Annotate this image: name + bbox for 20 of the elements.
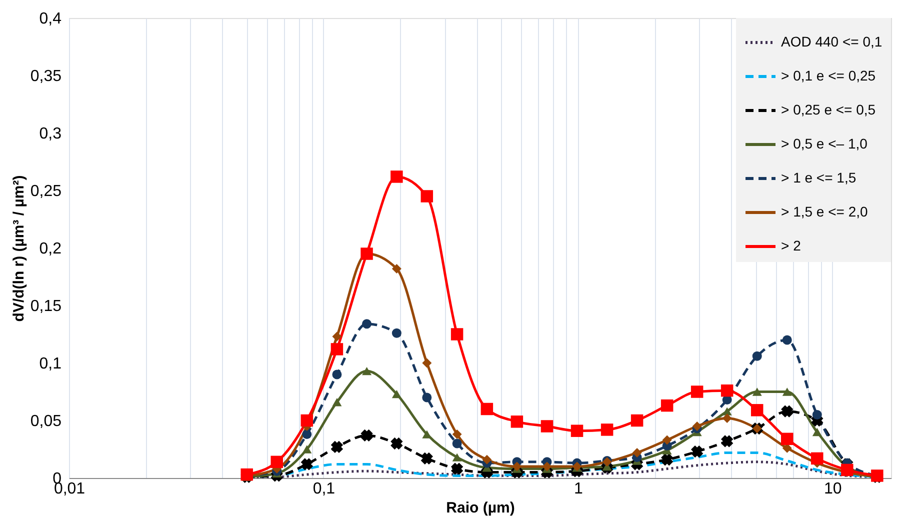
x-tick-label: 10	[824, 480, 842, 498]
y-tick-label: 0,35	[30, 68, 62, 85]
y-tick-label: 0,05	[30, 413, 62, 430]
y-tick-label: 0,4	[39, 10, 62, 28]
y-tick-label: 0,15	[30, 298, 62, 315]
legend-label: > 0,1 e <= 0,25	[781, 68, 876, 84]
y-tick-label: 0,25	[30, 183, 62, 200]
y-tick-label: 0,1	[39, 356, 62, 372]
legend-label: > 0,25 e <= 0,5	[781, 102, 876, 118]
y-tick-label: 0,2	[39, 240, 62, 258]
legend-label: > 0,5 e <– 1,0	[781, 136, 868, 152]
x-tick-label: 1	[574, 480, 583, 498]
y-axis-title: dV/d(ln r) (µm³ / µm²)	[10, 175, 28, 322]
x-axis-title: Raio (µm)	[446, 500, 515, 516]
legend-label: > 1 e <= 1,5	[781, 170, 856, 186]
legend-label: AOD 440 <= 0,1	[781, 34, 882, 50]
legend-label: > 1,5 e <= 2,0	[781, 204, 868, 220]
legend-label: > 2	[781, 238, 802, 254]
y-tick-label: 0,3	[39, 126, 62, 142]
x-tick-label: 0,1	[312, 480, 336, 498]
